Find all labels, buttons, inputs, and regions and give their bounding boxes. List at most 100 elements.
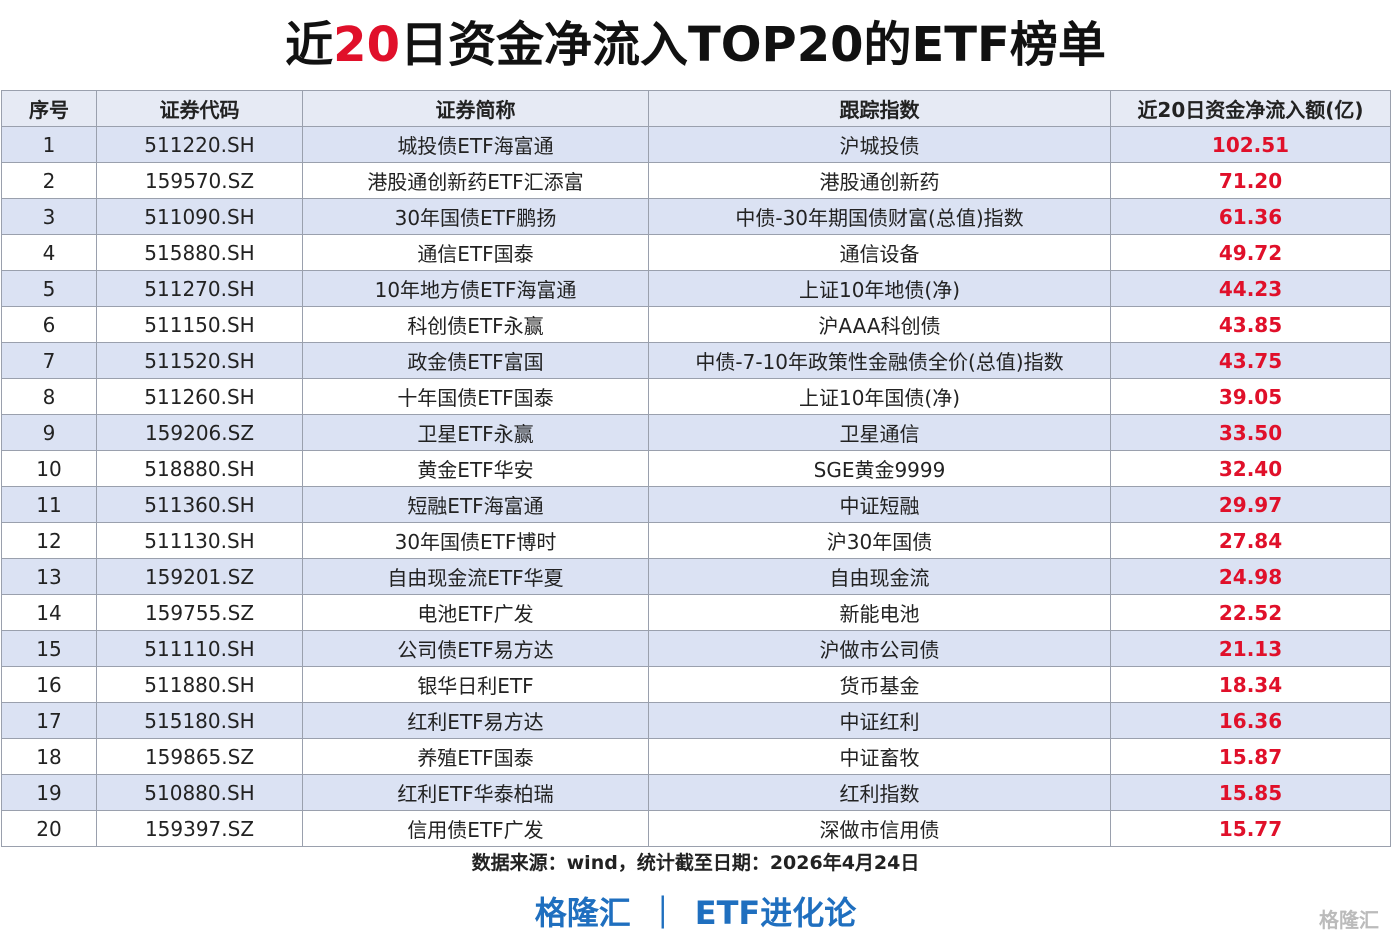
inflow-cell: 15.77: [1110, 810, 1391, 847]
table-row: 3 511090.SH 30年国债ETF鹏扬 中债-30年期国债财富(总值)指数 61.…: [1, 198, 1391, 235]
table-row: 12 511130.SH 30年国债ETF博时 沪30年国债 27.84: [1, 522, 1391, 559]
title-highlight: 20: [333, 17, 400, 73]
table-cell: 6: [1, 306, 97, 343]
table-cell: 16: [1, 666, 97, 703]
table-cell: 518880.SH: [96, 450, 303, 487]
table-row: 19 510880.SH 红利ETF华泰柏瑞 红利指数 15.85: [1, 774, 1391, 811]
brand: 格隆汇 ｜ ETF进化论: [0, 888, 1391, 934]
table-cell: 7: [1, 342, 97, 379]
table-cell: 公司债ETF易方达: [302, 630, 649, 667]
table-cell: 卫星ETF永赢: [302, 414, 649, 451]
table-cell: 159755.SZ: [96, 594, 303, 631]
watermark: 格隆汇: [1319, 908, 1379, 932]
table-cell: 159397.SZ: [96, 810, 303, 847]
inflow-cell: 39.05: [1110, 378, 1391, 415]
table-cell: 511270.SH: [96, 270, 303, 307]
table-cell: 1: [1, 126, 97, 163]
table-cell: 科创债ETF永赢: [302, 306, 649, 343]
table-row: 8 511260.SH 十年国债ETF国泰 上证10年国债(净) 39.05: [1, 378, 1391, 415]
table-cell: 159570.SZ: [96, 162, 303, 199]
table-cell: 红利ETF华泰柏瑞: [302, 774, 649, 811]
table-cell: 10: [1, 450, 97, 487]
inflow-cell: 33.50: [1110, 414, 1391, 451]
table-cell: 3: [1, 198, 97, 235]
table-cell: 自由现金流: [648, 558, 1111, 595]
table-row: 16 511880.SH 银华日利ETF 货币基金 18.34: [1, 666, 1391, 703]
inflow-cell: 61.36: [1110, 198, 1391, 235]
table-cell: 515880.SH: [96, 234, 303, 271]
table-cell: 中证红利: [648, 702, 1111, 739]
inflow-cell: 15.87: [1110, 738, 1391, 775]
table-cell: 深做市信用债: [648, 810, 1111, 847]
table-row: 9 159206.SZ 卫星ETF永赢 卫星通信 33.50: [1, 414, 1391, 451]
table-cell: 中债-7-10年政策性金融债全价(总值)指数: [648, 342, 1111, 379]
table-row: 15 511110.SH 公司债ETF易方达 沪做市公司债 21.13: [1, 630, 1391, 667]
table-cell: 159206.SZ: [96, 414, 303, 451]
table-cell: 510880.SH: [96, 774, 303, 811]
table-cell: 511220.SH: [96, 126, 303, 163]
table-row: 7 511520.SH 政金债ETF富国 中债-7-10年政策性金融债全价(总值)指数…: [1, 342, 1391, 379]
inflow-cell: 49.72: [1110, 234, 1391, 271]
table-cell: 19: [1, 774, 97, 811]
table-row: 14 159755.SZ 电池ETF广发 新能电池 22.52: [1, 594, 1391, 631]
table-cell: 9: [1, 414, 97, 451]
table-cell: 11: [1, 486, 97, 523]
table-cell: 沪AAA科创债: [648, 306, 1111, 343]
table-cell: 159865.SZ: [96, 738, 303, 775]
table-cell: 511150.SH: [96, 306, 303, 343]
title: 近20日资金净流入TOP20的ETF榜单: [0, 10, 1391, 80]
table-cell: 政金债ETF富国: [302, 342, 649, 379]
title-part: 日资金净流入TOP20的ETF榜单: [399, 17, 1106, 73]
table-cell: 511130.SH: [96, 522, 303, 559]
table-cell: 中证畜牧: [648, 738, 1111, 775]
table-cell: 17: [1, 702, 97, 739]
header-cell: 证券代码: [96, 90, 303, 127]
table-cell: 30年国债ETF鹏扬: [302, 198, 649, 235]
table-cell: 中债-30年期国债财富(总值)指数: [648, 198, 1111, 235]
inflow-cell: 21.13: [1110, 630, 1391, 667]
inflow-cell: 27.84: [1110, 522, 1391, 559]
etf-table: 序号 证券代码 证券简称 跟踪指数 近20日资金净流入额(亿) 1 511220.SH 城投…: [1, 90, 1391, 847]
inflow-cell: 71.20: [1110, 162, 1391, 199]
table-cell: 沪城投债: [648, 126, 1111, 163]
inflow-cell: 18.34: [1110, 666, 1391, 703]
table-cell: 新能电池: [648, 594, 1111, 631]
table-cell: 红利指数: [648, 774, 1111, 811]
table-cell: 上证10年国债(净): [648, 378, 1111, 415]
table-cell: 短融ETF海富通: [302, 486, 649, 523]
table-cell: 515180.SH: [96, 702, 303, 739]
table-cell: 港股通创新药ETF汇添富: [302, 162, 649, 199]
table-row: 10 518880.SH 黄金ETF华安 SGE黄金9999 32.40: [1, 450, 1391, 487]
table-cell: 通信设备: [648, 234, 1111, 271]
table-cell: 卫星通信: [648, 414, 1111, 451]
table-cell: 自由现金流ETF华夏: [302, 558, 649, 595]
table-row: 6 511150.SH 科创债ETF永赢 沪AAA科创债 43.85: [1, 306, 1391, 343]
table-cell: 10年地方债ETF海富通: [302, 270, 649, 307]
table-cell: 货币基金: [648, 666, 1111, 703]
inflow-cell: 15.85: [1110, 774, 1391, 811]
table-cell: 黄金ETF华安: [302, 450, 649, 487]
table-cell: 5: [1, 270, 97, 307]
table-cell: 2: [1, 162, 97, 199]
table-cell: 城投债ETF海富通: [302, 126, 649, 163]
table-cell: 沪30年国债: [648, 522, 1111, 559]
table-cell: 4: [1, 234, 97, 271]
table-row: 17 515180.SH 红利ETF易方达 中证红利 16.36: [1, 702, 1391, 739]
table-body: 1 511220.SH 城投债ETF海富通 沪城投债 102.51 2 159570.SZ 港…: [1, 126, 1391, 847]
header-cell: 证券简称: [302, 90, 649, 127]
table-cell: 511880.SH: [96, 666, 303, 703]
table-cell: 8: [1, 378, 97, 415]
table-row: 18 159865.SZ 养殖ETF国泰 中证畜牧 15.87: [1, 738, 1391, 775]
table-row: 4 515880.SH 通信ETF国泰 通信设备 49.72: [1, 234, 1391, 271]
title-part: 近: [285, 17, 334, 73]
table-cell: 511520.SH: [96, 342, 303, 379]
table-cell: 14: [1, 594, 97, 631]
header-cell: 跟踪指数: [648, 90, 1111, 127]
table-row: 13 159201.SZ 自由现金流ETF华夏 自由现金流 24.98: [1, 558, 1391, 595]
table-row: 20 159397.SZ 信用债ETF广发 深做市信用债 15.77: [1, 810, 1391, 847]
table-cell: 沪做市公司债: [648, 630, 1111, 667]
table-cell: 中证短融: [648, 486, 1111, 523]
table-cell: 511090.SH: [96, 198, 303, 235]
table-cell: 20: [1, 810, 97, 847]
